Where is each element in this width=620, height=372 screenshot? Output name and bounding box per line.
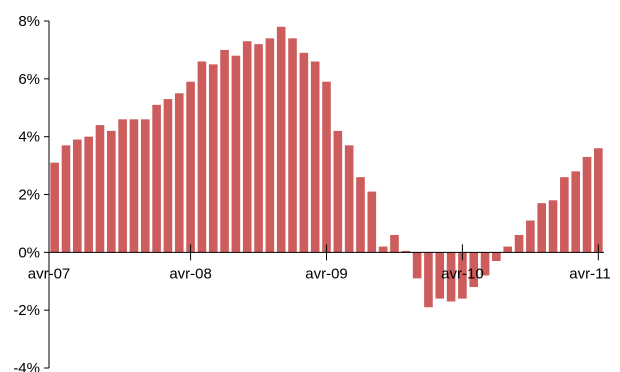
bar-mai-09: [333, 130, 343, 253]
bar-oct-08: [254, 44, 263, 253]
bar-août-07: [95, 125, 105, 253]
bar-févr-08: [163, 99, 173, 253]
bar-mars-11: [582, 156, 592, 253]
bar-janv-09: [288, 38, 297, 253]
bar-juin-07: [73, 139, 82, 253]
bar-juin-10: [480, 252, 490, 276]
y-tick-label: 4%: [18, 129, 40, 146]
bar-nov-08: [265, 38, 275, 253]
bar-sept-08: [242, 41, 252, 253]
bar-févr-09: [299, 52, 309, 253]
bar-août-09: [367, 191, 377, 253]
bar-août-10: [503, 246, 513, 253]
bar-mars-08: [174, 93, 184, 253]
bar-mars-10: [446, 252, 456, 302]
bar-mars-09: [310, 61, 320, 253]
bar-juil-07: [84, 136, 93, 253]
labels-layer: -4% -2% 0% 2% 4% 6% 8% avr-07 avr-08 avr-09 avr-10…: [13, 13, 610, 372]
bar-juin-08: [208, 64, 218, 253]
bar-déc-08: [276, 26, 286, 253]
bar-oct-09: [390, 234, 399, 253]
x-tick-label: avr-09: [305, 265, 348, 282]
bar-juin-09: [344, 145, 354, 253]
bar-avr-10: [458, 252, 467, 299]
bar-févr-10: [435, 252, 445, 299]
bar-oct-10: [526, 220, 535, 253]
y-tick-label: 0%: [18, 244, 40, 261]
bar-août-08: [231, 55, 241, 253]
bar-sept-10: [514, 234, 524, 253]
bar-mai-10: [469, 252, 479, 288]
x-tick-label: avr-08: [169, 265, 212, 282]
bar-déc-10: [548, 200, 558, 253]
y-tick-label: -4%: [13, 360, 40, 372]
x-tick-label: avr-07: [28, 265, 71, 282]
x-tick-label: avr-11: [569, 265, 610, 282]
bar-avr-09: [322, 81, 331, 253]
bar-janv-10: [424, 252, 433, 308]
y-tick-label: 6%: [18, 71, 40, 88]
bar-sept-07: [106, 130, 116, 253]
bar-janv-08: [152, 104, 161, 253]
bar-mai-08: [197, 61, 207, 253]
bar-déc-09: [412, 252, 422, 279]
bar-juil-08: [220, 49, 229, 253]
bar-avr-11: [594, 148, 603, 253]
bars-layer: [50, 26, 603, 308]
bar-avr-08: [186, 81, 195, 253]
bar-févr-11: [571, 171, 580, 253]
bar-sept-09: [378, 246, 388, 253]
bar-nov-09: [401, 250, 411, 253]
bar-oct-07: [118, 119, 127, 253]
x-tick-label: avr-10: [441, 265, 484, 282]
bar-nov-07: [129, 119, 139, 253]
bar-avr-07: [50, 162, 59, 253]
bar-juil-10: [492, 252, 501, 261]
bar-déc-07: [140, 119, 150, 253]
y-tick-label: 2%: [18, 187, 40, 204]
y-tick-label: -2%: [13, 302, 40, 319]
bar-mai-07: [61, 145, 71, 253]
y-tick-label: 8%: [18, 13, 40, 30]
bar-janv-11: [560, 177, 569, 253]
bar-nov-10: [537, 203, 547, 253]
axes-layer: [44, 20, 604, 369]
bar-juil-09: [356, 177, 365, 253]
